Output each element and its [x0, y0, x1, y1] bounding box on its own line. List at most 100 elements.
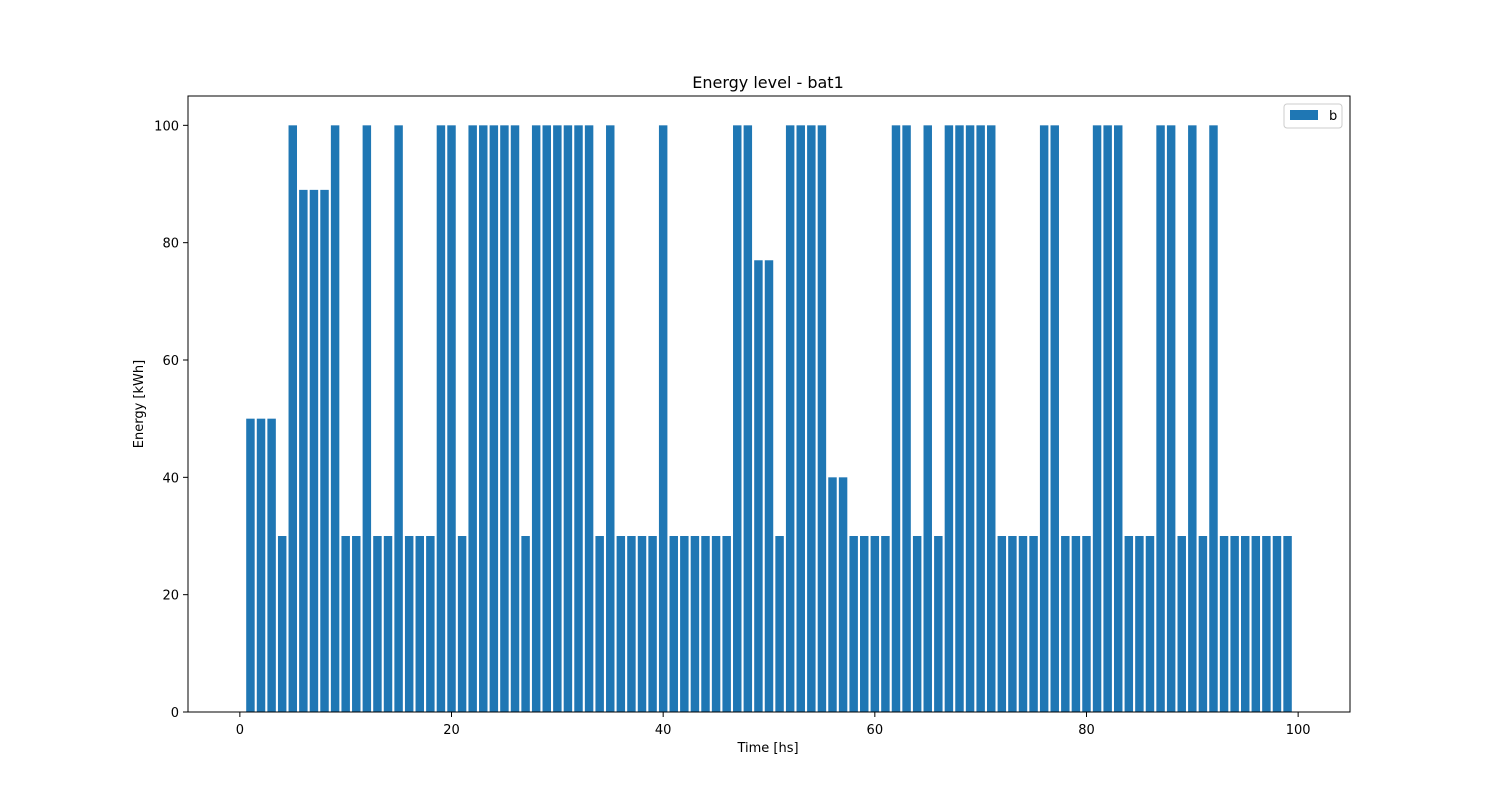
bar — [426, 536, 435, 712]
bar — [669, 536, 678, 712]
bar — [1082, 536, 1091, 712]
bar — [1008, 536, 1017, 712]
x-axis-label: Time [hs] — [736, 741, 798, 756]
bar — [489, 125, 499, 713]
bar — [701, 536, 710, 712]
bar — [807, 125, 816, 713]
bar — [1156, 125, 1165, 713]
bar — [521, 536, 530, 712]
bar — [1071, 536, 1081, 712]
bar — [1251, 536, 1261, 712]
bar — [860, 536, 869, 712]
bar — [1177, 536, 1186, 712]
bar — [1219, 536, 1229, 712]
bar — [330, 125, 340, 713]
bar — [1272, 536, 1282, 712]
bar — [436, 125, 446, 713]
plot-frame — [187, 95, 1351, 713]
bar — [299, 189, 308, 712]
bar — [881, 536, 890, 712]
bar — [277, 536, 287, 712]
bar — [1240, 536, 1250, 712]
bar — [457, 536, 467, 712]
bar — [468, 125, 477, 713]
bar — [373, 536, 382, 712]
bar — [976, 125, 985, 713]
bar — [1135, 536, 1144, 712]
bar — [944, 125, 954, 713]
bar — [1029, 536, 1038, 712]
y-tick-label: 100 — [154, 119, 179, 134]
bar — [553, 125, 562, 713]
x-axis-ticks: 0 20 40 60 80 100 — [236, 712, 1311, 738]
y-tick-label: 60 — [162, 354, 179, 369]
bar — [955, 125, 964, 713]
bar — [754, 260, 763, 712]
chart-title: Energy level - bat1 — [692, 73, 844, 92]
bar — [542, 125, 551, 713]
bar — [648, 536, 657, 712]
bar — [563, 125, 573, 713]
bar — [627, 536, 636, 712]
bar — [838, 477, 848, 712]
x-tick-label: 60 — [867, 723, 884, 738]
bar — [733, 125, 742, 713]
bar — [785, 125, 795, 713]
bar — [352, 536, 361, 712]
bar — [341, 536, 350, 712]
bar — [1198, 536, 1208, 712]
bar — [775, 536, 784, 712]
bar — [1209, 125, 1218, 713]
bar — [1283, 536, 1292, 712]
x-tick-label: 20 — [443, 723, 460, 738]
bar — [595, 536, 604, 712]
bar — [510, 125, 520, 713]
bar — [764, 260, 774, 712]
y-tick-label: 40 — [162, 471, 179, 486]
bar — [902, 125, 911, 713]
bar — [394, 125, 403, 713]
bar — [923, 125, 932, 713]
bar — [743, 125, 753, 713]
y-tick-label: 0 — [171, 706, 179, 721]
y-tick-label: 20 — [162, 589, 179, 604]
bar — [288, 125, 298, 713]
bar — [997, 536, 1007, 712]
bar — [531, 125, 541, 713]
legend: b — [1283, 103, 1343, 129]
y-axis-label: Energy [kWh] — [132, 360, 147, 448]
bar — [680, 536, 689, 712]
bar — [447, 125, 456, 713]
x-tick-label: 40 — [655, 723, 672, 738]
legend-label: b — [1329, 109, 1337, 124]
bar — [616, 536, 626, 712]
x-tick-label: 0 — [236, 723, 244, 738]
bar — [1230, 536, 1239, 712]
bar — [267, 418, 276, 712]
bar — [849, 536, 858, 712]
bar — [817, 125, 827, 713]
bar — [309, 189, 319, 712]
bar — [1039, 125, 1049, 713]
bar — [584, 125, 594, 713]
bar — [415, 536, 424, 712]
bar — [891, 125, 901, 713]
bar — [796, 125, 805, 713]
bar — [870, 536, 880, 712]
bar — [690, 536, 700, 712]
bar — [1262, 536, 1271, 712]
bar — [912, 536, 922, 712]
bar — [828, 477, 837, 712]
bar — [404, 536, 414, 712]
bar — [606, 125, 615, 713]
bar — [1018, 536, 1028, 712]
bar — [1061, 536, 1070, 712]
bar — [1092, 125, 1102, 713]
x-tick-label: 80 — [1078, 723, 1095, 738]
bar — [1145, 536, 1155, 712]
bar — [1050, 125, 1059, 713]
y-axis-ticks: 0 20 40 60 80 100 — [154, 119, 188, 721]
bar — [500, 125, 509, 713]
bar — [246, 418, 255, 712]
